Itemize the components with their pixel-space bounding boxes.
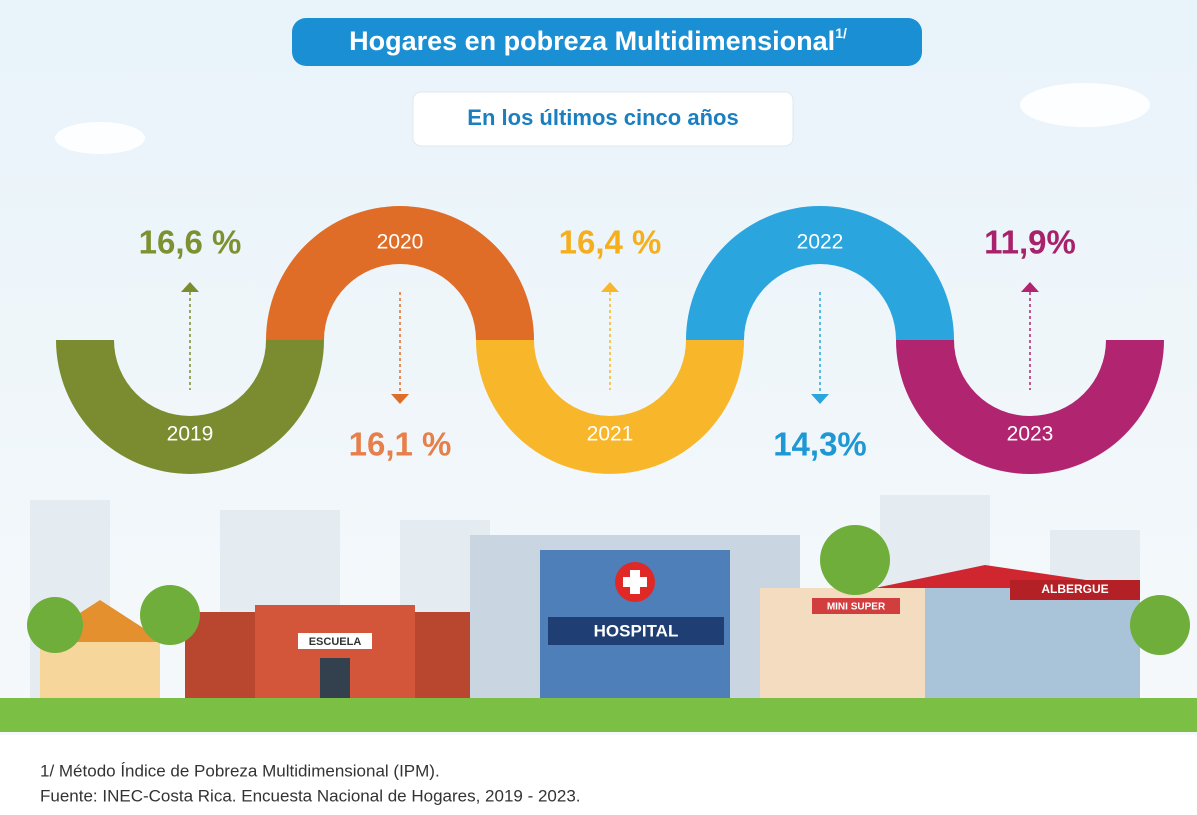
school-label: ESCUELA: [309, 636, 362, 648]
infographic: Hogares en pobreza Multidimensional1/ En…: [0, 0, 1197, 810]
title: Hogares en pobreza Multidimensional1/: [349, 25, 847, 56]
year-label: 2023: [1007, 423, 1054, 446]
year-label: 2021: [587, 423, 634, 446]
year-label: 2020: [377, 231, 424, 254]
subtitle: En los últimos cinco años: [467, 105, 738, 130]
value-label: 11,9%: [984, 224, 1076, 261]
year-label: 2019: [167, 423, 214, 446]
source: Fuente: INEC-Costa Rica. Encuesta Nacion…: [40, 786, 581, 805]
value-label: 16,4 %: [559, 224, 662, 261]
value-label: 14,3%: [773, 426, 867, 463]
year-label: 2022: [797, 231, 844, 254]
shelter-label: ALBERGUE: [1041, 582, 1108, 596]
value-label: 16,6 %: [139, 224, 242, 261]
hospital-label: HOSPITAL: [594, 621, 679, 640]
footnote: 1/ Método Índice de Pobreza Multidimensi…: [40, 761, 440, 780]
value-label: 16,1 %: [349, 426, 452, 463]
store-label: MINI SUPER: [827, 602, 886, 613]
